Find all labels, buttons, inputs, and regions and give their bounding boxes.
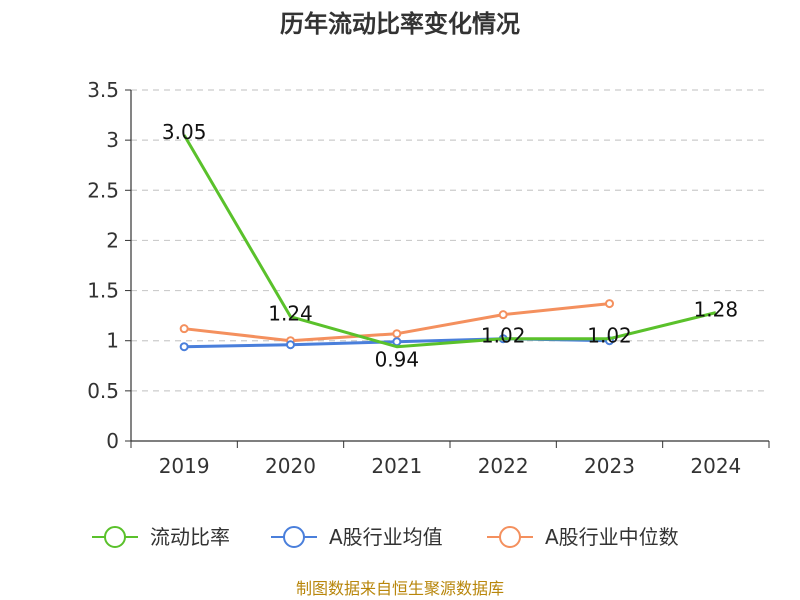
legend-marker [283, 526, 305, 548]
legend-item[interactable]: 流动比率 [92, 525, 230, 549]
legend-label: A股行业中位数 [545, 525, 679, 549]
y-tick-label: 0.5 [87, 379, 119, 403]
data-point [286, 340, 295, 350]
legend-marker [499, 526, 521, 548]
legend-label: 流动比率 [150, 525, 230, 549]
legend-item[interactable]: A股行业均值 [271, 525, 443, 549]
y-tick-label: 2 [106, 228, 119, 252]
series-lines [179, 134, 717, 352]
x-tick-label: 2020 [265, 454, 316, 478]
data-point [498, 310, 508, 320]
data-point [392, 329, 402, 339]
x-tick-label: 2022 [478, 454, 529, 478]
legend-marker [104, 526, 126, 548]
y-tick-label: 2.5 [87, 178, 119, 202]
data-labels: 3.05 1.24 0.94 1.02 1.02 1.28 [162, 120, 738, 372]
y-tick-label: 1.5 [87, 279, 119, 303]
data-label: 3.05 [162, 120, 207, 144]
x-tick-label: 2019 [159, 454, 210, 478]
x-tick-label: 2021 [371, 454, 422, 478]
legend-item[interactable]: A股行业中位数 [487, 525, 679, 549]
data-label: 1.24 [268, 302, 313, 326]
y-tick-label: 3.5 [87, 78, 119, 102]
data-label: 0.94 [375, 348, 420, 372]
x-tick-label: 2023 [584, 454, 635, 478]
y-tick-label: 1 [106, 329, 119, 353]
data-point [392, 337, 402, 347]
chart-title: 历年流动比率变化情况 [280, 10, 520, 38]
series-line [182, 134, 717, 349]
legend[interactable]: 流动比率 A股行业均值 A股行业中位数 [92, 525, 679, 549]
data-point [179, 342, 189, 352]
axes: 0 0.5 1 1.5 2 2.5 3 3.5 2019 2020 2021 2022 2023 2024 [87, 78, 770, 478]
x-tick-label: 2024 [690, 454, 741, 478]
source-note: 制图数据来自恒生聚源数据库 [296, 579, 504, 598]
legend-label: A股行业均值 [329, 525, 443, 549]
data-label: 1.02 [481, 324, 526, 348]
y-tick-label: 3 [106, 128, 119, 152]
data-point [179, 324, 189, 334]
data-point [605, 299, 614, 309]
data-label: 1.28 [694, 298, 739, 322]
y-tick-label: 0 [106, 429, 119, 453]
data-label: 1.02 [587, 324, 632, 348]
